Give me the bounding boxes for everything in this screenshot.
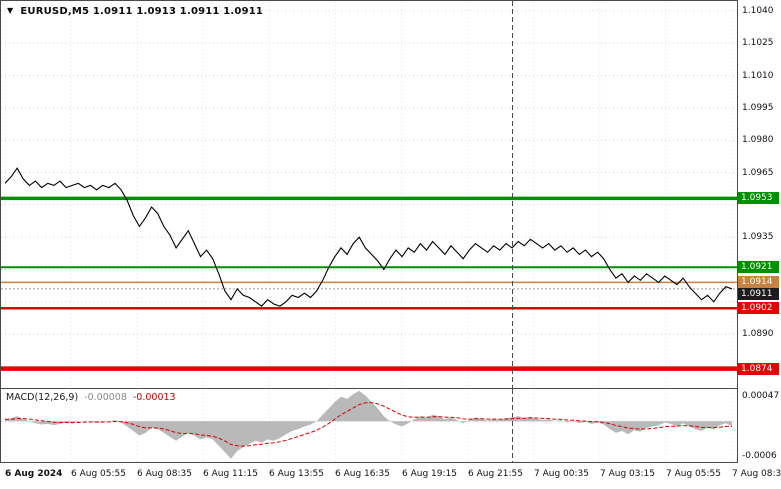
current-price-badge: 1.0911 — [738, 288, 779, 300]
price-tick-label: 1.1025 — [742, 38, 774, 48]
ohlc-header: ▼ EURUSD,M5 1.0911 1.0913 1.0911 1.0911 — [7, 6, 263, 17]
time-tick-label: 7 Aug 08:35 — [732, 469, 781, 479]
price-level-badge: 1.0874 — [738, 363, 779, 375]
price-level-badge: 1.0921 — [738, 261, 779, 273]
symbol-timeframe-label: EURUSD,M5 — [20, 6, 90, 17]
price-level-badge: 1.0953 — [738, 192, 779, 204]
price-tick-label: 1.0965 — [742, 168, 774, 178]
price-level-badge: 1.0902 — [738, 302, 779, 314]
price-tick-label: 1.0935 — [742, 232, 774, 242]
quick-trade-arrow-icon[interactable]: ▼ — [7, 6, 14, 15]
time-tick-label: 6 Aug 16:35 — [335, 469, 390, 479]
price-tick-label: 1.1010 — [742, 71, 774, 81]
macd-main-value: -0.00008 — [84, 392, 127, 403]
ohlc-values: 1.0911 1.0913 1.0911 1.0911 — [92, 6, 264, 17]
macd-signal-value: -0.00013 — [132, 392, 176, 403]
time-tick-label: 6 Aug 13:55 — [269, 469, 324, 479]
price-level-badge: 1.0914 — [738, 276, 779, 288]
time-axis[interactable]: 6 Aug 2024 6 Aug 05:55 6 Aug 08:35 6 Aug 11… — [0, 463, 781, 489]
time-tick-label: 7 Aug 00:35 — [534, 469, 589, 479]
time-tick-label: 7 Aug 03:15 — [600, 469, 655, 479]
time-tick-label: 7 Aug 05:55 — [666, 469, 721, 479]
price-tick-label: 1.0995 — [742, 103, 774, 113]
macd-chart-svg — [1, 389, 737, 462]
macd-header: MACD(12,26,9) -0.00008 -0.00013 — [6, 392, 176, 403]
time-tick-label: 6 Aug 11:15 — [203, 469, 258, 479]
price-pane[interactable]: ▼ EURUSD,M5 1.0911 1.0913 1.0911 1.0911 — [0, 0, 738, 389]
price-tick-label: 1.1040 — [742, 6, 774, 16]
time-tick-label: 6 Aug 2024 — [5, 469, 63, 479]
macd-label: MACD(12,26,9) — [6, 392, 79, 403]
macd-pane[interactable]: MACD(12,26,9) -0.00008 -0.00013 — [0, 388, 738, 463]
price-tick-label: 1.0980 — [742, 135, 774, 145]
time-tick-label: 6 Aug 21:55 — [468, 469, 523, 479]
price-tick-label: 1.0890 — [742, 329, 774, 339]
macd-tick-label: -0.0006 — [742, 451, 777, 461]
time-tick-label: 6 Aug 08:35 — [137, 469, 192, 479]
time-tick-label: 6 Aug 05:55 — [71, 469, 126, 479]
time-tick-label: 6 Aug 19:15 — [402, 469, 457, 479]
price-chart-svg — [1, 1, 737, 388]
price-axis[interactable]: 1.1040 1.1025 1.1010 1.0995 1.0980 1.0965 1.09… — [738, 0, 781, 463]
macd-tick-label: 0.00047 — [742, 391, 780, 401]
